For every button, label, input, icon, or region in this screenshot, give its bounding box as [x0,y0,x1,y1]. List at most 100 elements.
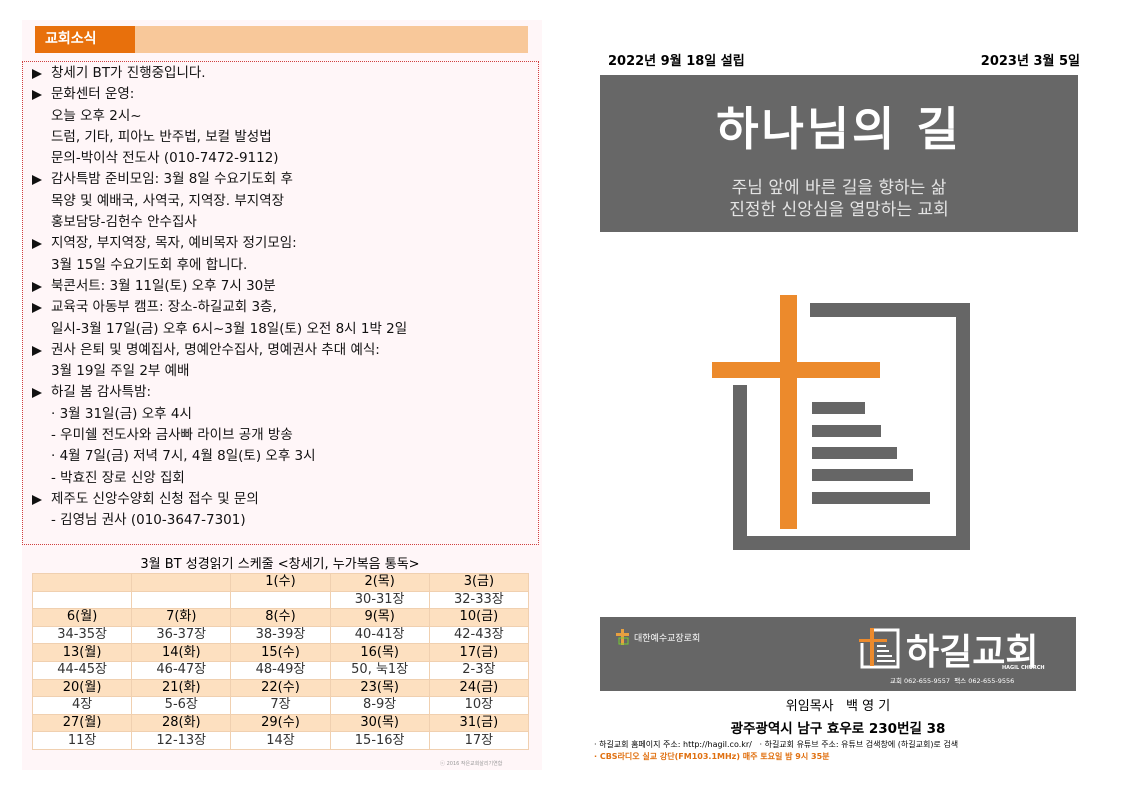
schedule-day: 15(수) [230,643,331,662]
schedule-reading [131,590,232,610]
news-text: 교육국 아동부 캠프: 장소-하길교회 3층, [51,299,277,316]
news-line: 교육국 아동부 캠프: 장소-하길교회 3층, [31,297,538,318]
schedule-day: 7(화) [131,608,232,627]
logo-frame [733,303,970,550]
news-line: 드럼, 기타, 피아노 반주법, 보컬 발성법 [31,127,538,148]
schedule-day: 23(목) [329,678,430,698]
schedule-day: 1(수) [230,573,331,592]
bullet [32,89,42,100]
schedule-reading: 32-33장 [428,590,530,610]
section-title: 교회소식 [35,26,135,53]
schedule-reading: 4장 [31,696,133,715]
schedule-reading: 14장 [230,731,331,750]
news-text: 오늘 오후 2시~ [51,107,142,124]
schedule-day: 21(화) [131,678,232,698]
logo-step [812,425,881,437]
address: 광주광역시 남구 효우로 230번길 38 [730,721,946,737]
schedule-reading: 2-3장 [428,660,530,680]
news-line: 3월 19일 주일 2부 예배 [31,361,538,382]
logo-step [812,402,865,414]
bullet [32,388,42,399]
schedule-day: 6(월) [31,608,133,627]
logo-cross [712,362,880,378]
church-name: 하길교회 [906,632,1039,673]
schedule-reading: 15-16장 [329,731,430,750]
news-text: 권사 은퇴 및 명예집사, 명예안수집사, 명예권사 추대 예식: [51,341,380,358]
schedule-day: 20(월) [31,678,133,698]
note: · CBS라디오 실교 강단(FM103.1MHz) 매주 토요일 밤 9시 3… [594,752,830,761]
news-text: 일시-3월 17일(금) 오후 6시~3월 18일(토) 오전 8시 1박 2일 [51,320,408,337]
schedule-day: 28(화) [131,713,232,733]
schedule-reading [230,590,331,610]
schedule-row: 27(월) 28(화) 29(수) 30(목) 31(금) [31,713,530,733]
schedule-day: 16(목) [329,643,430,662]
news-line: 일시-3월 17일(금) 오후 6시~3월 18일(토) 오전 8시 1박 2일 [31,319,538,340]
title: 하나님의 길 [716,102,962,156]
bullet [32,345,42,356]
schedule-reading: 8-9장 [329,696,430,715]
schedule-day: 8(수) [230,608,331,627]
news-text: 문의-박이삭 전도사 (010-7472-9112) [51,150,279,167]
schedule-row: 1(수) 2(목) 3(금) [31,573,530,592]
english-name: HAGIL CHURCH [1002,665,1045,671]
banner-logo [859,628,900,669]
pastor: 위임목사 백 영 기 [785,699,891,714]
news-line: - 우미쉘 전도사와 금사빠 라이브 공개 방송 [31,425,538,446]
news-line: 북콘서트: 3월 11일(토) 오후 7시 30분 [31,276,538,297]
news-box: 창세기 BT가 진행중입니다. 문화센터 운영: 오늘 오후 2시~ 드럼, 기타, … [22,61,539,545]
news-text: 3월 19일 주일 2부 예배 [51,363,190,380]
schedule-reading: 44-45장 [31,660,133,680]
bullet [32,494,42,505]
schedule-day: 27(월) [31,713,133,733]
news-line: 제주도 신앙수양회 신청 접수 및 문의 [31,489,538,510]
logo-step [812,469,913,481]
schedule-day: 14(화) [131,643,232,662]
news-text: - 김영님 권사 (010-3647-7301) [51,512,246,529]
news-line: · 4월 7일(금) 저녁 7시, 4월 8일(토) 오후 3시 [31,446,538,467]
schedule-reading: 38-39장 [230,625,331,645]
news-line: 문의-박이삭 전도사 (010-7472-9112) [31,148,538,169]
news-line: 창세기 BT가 진행중입니다. [31,63,538,84]
news-text: 문화센터 운영: [51,86,135,103]
schedule-row: 20(월) 21(화) 22(수) 23(목) 24(금) [31,678,530,698]
schedule-row: 6(월) 7(화) 8(수) 9(목) 10(금) [31,608,530,627]
schedule-reading: 5-6장 [131,696,232,715]
schedule-day [131,573,232,592]
schedule-day: 2(목) [329,573,430,592]
subtitle: 주님 앞에 바른 길을 향하는 삶 [731,178,947,198]
news-text: 3월 15일 수요기도회 후에 합니다. [51,256,248,273]
schedule-row: 34-35장 36-37장 38-39장 40-41장 42-43장 [31,625,530,645]
schedule-day: 31(금) [428,713,530,733]
schedule-row: 4장 5-6장 7장 8-9장 10장 [31,696,530,715]
schedule-row: 44-45장 46-47장 48-49장 50, 눅1장 2-3장 [31,660,530,680]
news-line: 지역장, 부지역장, 목자, 예비목자 정기모임: [31,233,538,254]
issue-date: 2023년 3월 5일 [980,54,1080,69]
logo-step [812,492,930,504]
credit: ⓒ 2016 작은교회살리기연합 [440,761,503,767]
schedule-day: 29(수) [230,713,331,733]
subtitle: 진정한 신앙심을 열망하는 교회 [729,200,949,220]
news-text: 창세기 BT가 진행중입니다. [51,65,206,81]
schedule-day: 3(금) [428,573,530,592]
news-text: 목양 및 예배국, 사역국, 지역장. 부지역장 [51,192,285,209]
news-line: 오늘 오후 2시~ [31,106,538,127]
schedule-reading: 11장 [31,731,133,750]
news-text: - 우미쉘 전도사와 금사빠 라이브 공개 방송 [51,427,293,444]
news-text: 지역장, 부지역장, 목자, 예비목자 정기모임: [51,235,297,252]
schedule-day: 17(금) [428,643,530,662]
schedule-day: 22(수) [230,678,331,698]
schedule-day [31,573,133,592]
schedule-row: 30-31장 32-33장 [31,590,530,610]
news-line: 3월 15일 수요기도회 후에 합니다. [31,255,538,276]
note: · 하길교회 홈페이지 주소: http://hagil.co.kr/ · 하길… [594,740,959,749]
schedule-reading: 50, 눅1장 [329,660,430,680]
news-line: - 김영님 권사 (010-3647-7301) [31,510,538,531]
bullet [32,281,42,292]
denomination: 대한예수교장로회 [634,634,701,644]
schedule-reading: 36-37장 [131,625,232,645]
news-text: - 박효진 장로 신앙 집회 [51,469,185,486]
news-text: 감사특밤 준비모임: 3월 8일 수요기도회 후 [51,171,293,188]
founded: 2022년 9월 18일 설립 [608,54,745,69]
denomination-icon [616,629,629,645]
schedule-day: 10(금) [428,608,530,627]
